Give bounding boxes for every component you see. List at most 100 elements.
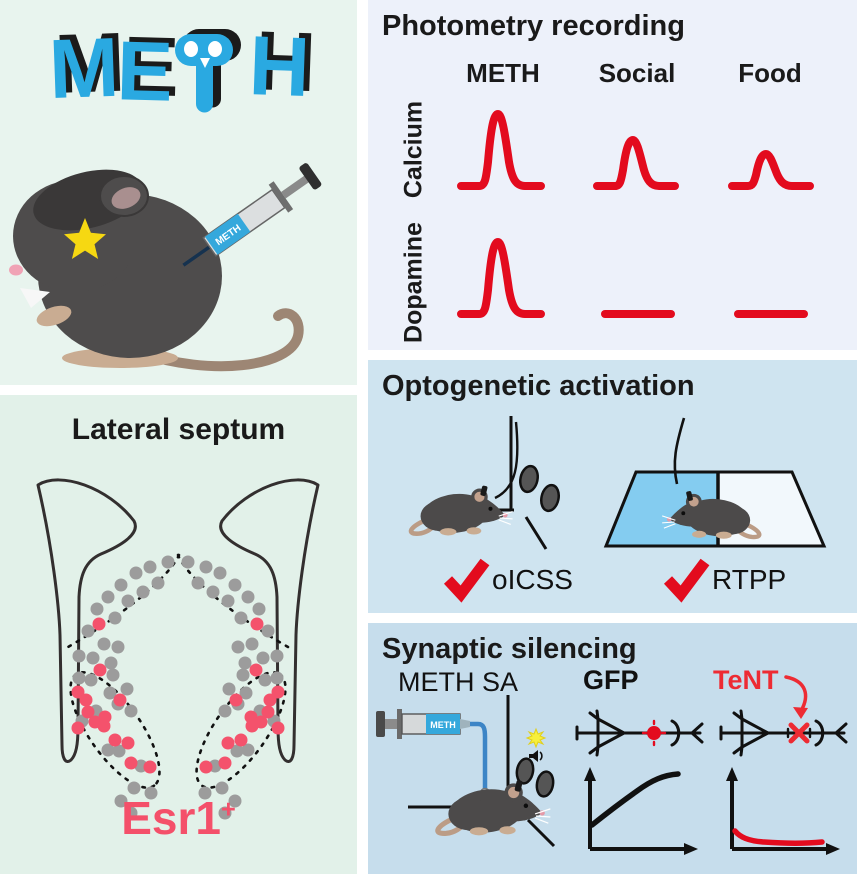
trace-dopamine-meth [453,228,553,320]
esr1-neuron-dot [92,617,106,631]
mouse-oicss [411,485,513,536]
silencing-scenes: METH [376,675,848,855]
column-header-meth: METH [466,58,540,88]
photometry-title: Photometry recording [382,10,685,42]
esr1-neuron-dot [234,733,248,747]
esr1-neuron-dot [97,719,111,733]
esr1-neuron-dot [143,760,157,774]
neuron-dot [97,637,111,651]
panel-optogenetics: Optogenetic activation oICSS RTPP [368,360,857,613]
esr1-neuron-dot [113,693,127,707]
assay-label-oicss: oICSS [492,564,573,595]
neuron-dot [218,704,232,718]
neuron-dot [258,673,272,687]
neuron-dot [161,555,175,569]
neuron-dot [215,781,229,795]
esr1-label: Esr1+ [121,792,236,844]
neuron-dot [221,594,235,608]
neuron-dot [114,794,128,808]
infusion-tube [470,721,488,789]
neuron-dot [120,682,134,696]
optogenetics-title: Optogenetic activation [382,370,695,402]
syringe-icon: METH [182,163,322,267]
mouse-paw [36,305,72,327]
esr1-neuron-dot [93,663,107,677]
panel-photometry: Photometry recording METH Social Food Ca… [368,0,857,350]
neuron-dot [124,704,138,718]
neuron-dot [270,649,284,663]
graph-gfp [584,767,698,855]
neuron-dot [222,682,236,696]
synapse-diagram-gfp [575,709,704,757]
trace-large [457,238,545,318]
esr1-neuron-dot [124,756,138,770]
neuron-dot [252,602,266,616]
graph-tent [726,767,840,855]
esr1-neuron-dot [108,733,122,747]
neuron-dot [230,744,244,758]
column-header-food: Food [738,58,802,88]
neuron-dot [101,743,115,757]
panel-synaptic-silencing: Synaptic silencing METH SA GFP TeNT METH [368,623,857,874]
trace-medium [593,136,679,190]
neuron-dot [121,594,135,608]
neuron-dot [236,668,250,682]
silencing-title: Synaptic silencing [382,633,637,665]
neuron-dot [124,806,138,820]
speaker-icon [529,750,543,762]
neuron-dot [231,640,245,654]
panel-meth-injection: M E H [0,0,357,385]
nose-poke-port [519,464,539,494]
neuron-dot [228,578,242,592]
neuron-dot [241,743,255,757]
trace-dopamine-social [587,228,687,320]
neuron-dot [234,611,248,625]
esr1-neuron-dot [261,705,275,719]
nose-poke-port [515,757,535,785]
silenced-x-icon [788,722,810,744]
esr1-neuron-dot [79,693,93,707]
assay-label-rtpp: RTPP [712,564,787,595]
trace-calcium-food [720,100,820,192]
logo-letter-m: M [47,19,119,117]
skull-icon [175,29,242,113]
neuron-dot [111,640,125,654]
neuron-dot [151,576,165,590]
check-icon [663,558,710,603]
esr1-neuron-dot [245,719,259,733]
neuron-dot [144,786,158,800]
syringe-icon: METH [376,709,470,739]
star-icon [64,218,106,259]
neuron-dot [239,686,253,700]
neuron-dot [103,686,117,700]
neuron-dot [112,744,126,758]
neuron-dot [106,668,120,682]
curve-flat-low [732,828,825,846]
neuron-dot [86,651,100,665]
esr1-neuron-dot [221,736,235,750]
group-label-gfp: GFP [583,665,639,695]
meth-sa-label: METH SA [398,667,519,697]
neuron-dot [198,786,212,800]
syringe-label: METH [430,720,456,730]
neuron-dot [256,651,270,665]
neuron-dot [245,637,259,651]
esr1-neuron-dot [71,685,85,699]
esr1-neuron-dot [263,693,277,707]
esr1-neuron-dot [81,705,95,719]
neuron-dot [127,781,141,795]
neuron-dot [72,671,86,685]
neuron-dot [213,566,227,580]
trace-dopamine-food [720,228,820,320]
esr1-neuron-dot [249,663,263,677]
mouse-injection-illustration: METH [9,163,322,372]
mouse-tail [135,308,304,372]
logo-letter-h: H [247,18,310,114]
esr1-neuron-dot [199,760,213,774]
esr1-neuron-dot [271,685,285,699]
trace-calcium-social [587,100,687,192]
trace-small [728,150,814,190]
neuron-dot [238,656,252,670]
panel-lateral-septum: Lateral septum Esr1+ [0,395,357,874]
